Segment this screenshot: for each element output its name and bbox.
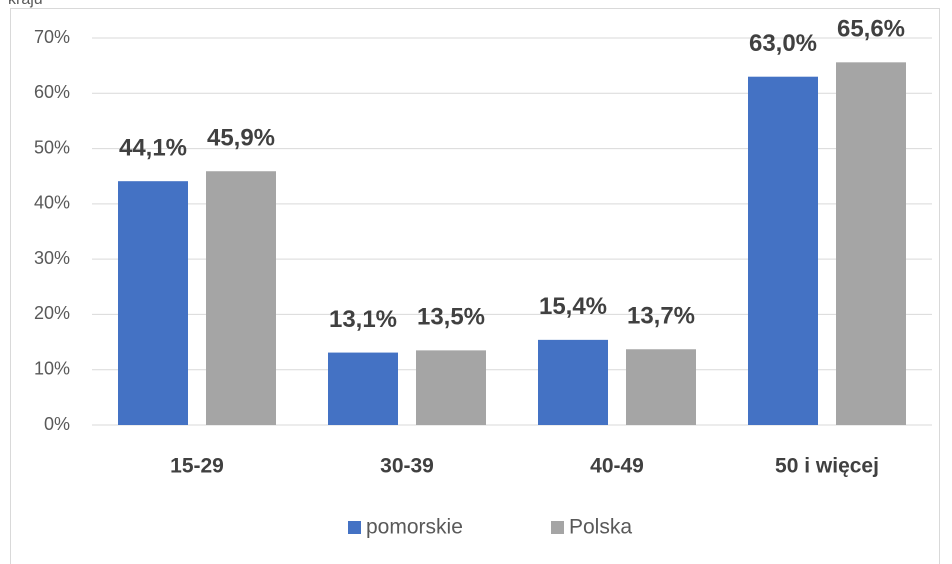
value-label: 44,1% [119,135,187,162]
bar [206,171,276,425]
x-tick-label: 30-39 [380,455,434,478]
legend-label: pomorskie [366,516,463,539]
x-tick-label: 50 i więcej [775,455,879,478]
value-label: 13,1% [329,306,397,333]
bar [118,181,188,425]
value-label: 15,4% [539,293,607,320]
value-label: 13,7% [627,303,695,330]
bar [328,352,398,425]
y-tick-label: 10% [34,358,70,378]
y-tick-label: 30% [34,248,70,268]
value-label: 65,6% [837,16,905,43]
bar [836,62,906,425]
legend-swatch [551,521,564,534]
y-tick-label: 60% [34,82,70,102]
y-tick-label: 70% [34,27,70,47]
x-tick-label: 40-49 [590,455,644,478]
bar [538,339,608,425]
legend-swatch [348,521,361,534]
caption: kraju [8,0,43,8]
y-tick-label: 50% [34,137,70,157]
value-label: 63,0% [749,30,817,57]
value-label: 45,9% [207,125,275,152]
bar [748,76,818,425]
y-tick-label: 0% [44,414,70,434]
value-label: 13,5% [417,304,485,331]
bar [626,349,696,425]
legend-label: Polska [569,516,632,539]
x-tick-label: 15-29 [170,455,224,478]
y-tick-label: 20% [34,303,70,323]
y-tick-label: 40% [34,193,70,213]
bar [416,350,486,425]
